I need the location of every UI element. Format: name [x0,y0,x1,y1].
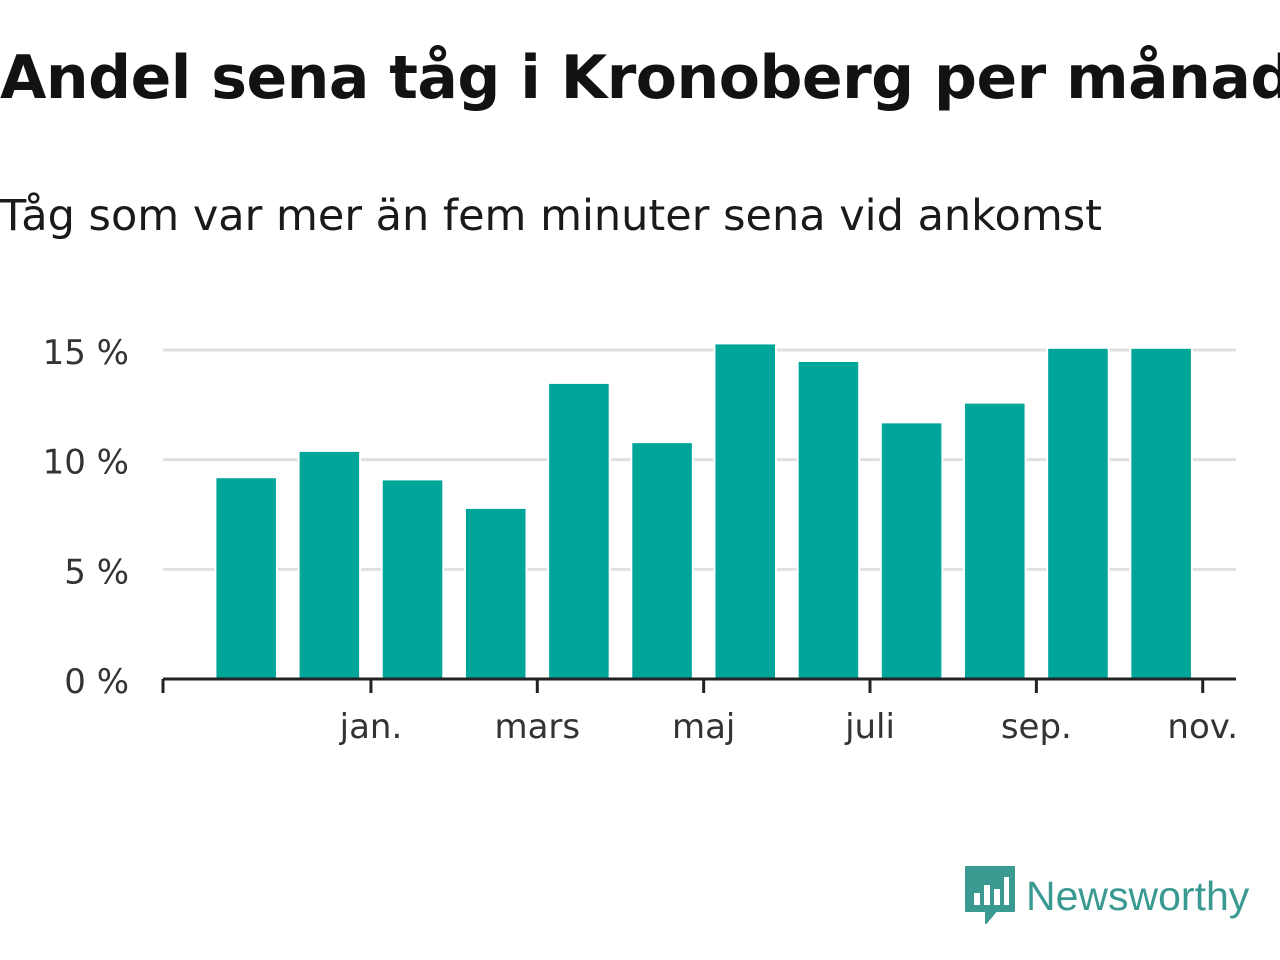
bars [214,342,1193,681]
bar [796,359,861,680]
x-tick-label: maj [672,707,735,747]
x-axis-labels: jan. mars maj juli sep. nov. [339,707,1238,747]
x-tick-label: juli [844,707,895,747]
bar [963,401,1027,680]
bar [214,476,278,681]
newsworthy-logo-icon [965,866,1015,924]
bar [879,421,944,680]
x-tick-label: jan. [339,707,403,747]
bar-chart: 0 % 5 % 10 % 15 % jan. mars maj juli sep. nov. [43,333,1238,747]
y-tick-label: 5 % [64,552,129,592]
bar [1046,346,1110,680]
y-axis-labels: 0 % 5 % 10 % 15 % [43,333,129,702]
x-tick-label: nov. [1167,707,1238,747]
newsworthy-logo: Newsworthy [964,864,1249,928]
bar [547,381,611,680]
bar [380,478,445,681]
bar [713,342,778,680]
bar [630,441,694,680]
y-tick-label: 15 % [43,333,129,373]
x-tick-label: mars [494,707,580,747]
bar [297,449,362,681]
x-tick-label: sep. [1001,707,1072,747]
newsworthy-logo-text: Newsworthy [1026,873,1250,919]
x-axis [161,677,1236,693]
chart-title: Andel sena tåg i Kronoberg per månad [0,43,1280,113]
bar [1129,346,1193,680]
y-tick-label: 10 % [43,443,129,483]
chart-subtitle: Tåg som var mer än fem minuter sena vid … [0,191,1103,241]
bar [463,506,528,681]
y-tick-label: 0 % [64,662,129,702]
